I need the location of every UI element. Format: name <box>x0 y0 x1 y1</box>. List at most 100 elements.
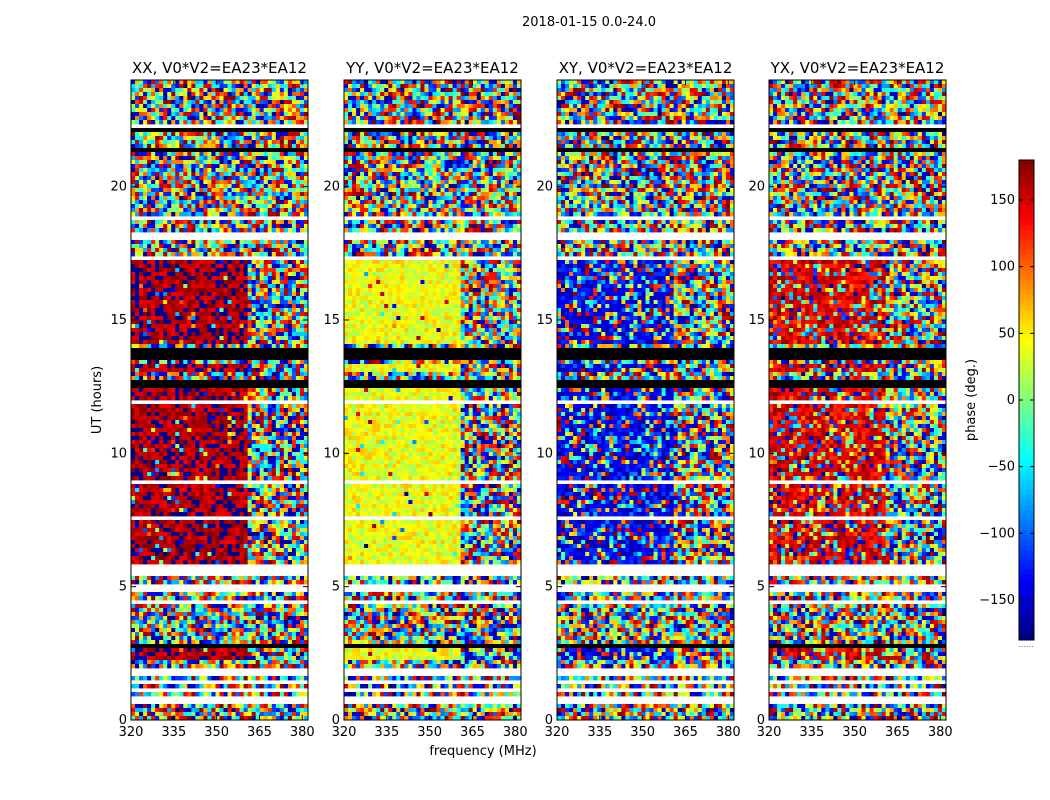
heatmap-cell <box>167 208 171 212</box>
heatmap-cell <box>240 176 244 180</box>
heatmap-cell <box>131 156 135 160</box>
heatmap-cell <box>135 160 139 164</box>
heatmap-cell <box>256 140 260 144</box>
heatmap-cell <box>191 92 195 96</box>
heatmap-cell <box>175 208 179 212</box>
heatmap-cell <box>139 252 143 256</box>
heatmap-cell <box>292 240 296 244</box>
heatmap-cell <box>175 92 179 96</box>
heatmap-cell <box>151 152 155 156</box>
heatmap-cell <box>183 116 187 120</box>
heatmap-cell <box>300 164 304 168</box>
heatmap-cell <box>224 252 228 256</box>
heatmap-cell <box>167 176 171 180</box>
heatmap-cell <box>300 156 304 160</box>
heatmap-cell <box>199 116 203 120</box>
heatmap-cell <box>211 252 215 256</box>
heatmap-cell <box>272 80 276 84</box>
heatmap-cell <box>167 172 171 176</box>
heatmap-cell <box>300 108 304 112</box>
heatmap-cell <box>256 204 260 208</box>
heatmap-cell <box>292 192 296 196</box>
heatmap-cell <box>224 200 228 204</box>
heatmap-cell <box>131 84 135 88</box>
heatmap-cell <box>135 172 139 176</box>
heatmap-cell <box>224 188 228 192</box>
heatmap-cell <box>159 252 163 256</box>
heatmap-cell <box>228 104 232 108</box>
flagged-row <box>131 128 308 132</box>
heatmap-cell <box>288 192 292 196</box>
heatmap-cell <box>244 240 248 244</box>
heatmap-cell <box>135 140 139 144</box>
heatmap-cell <box>268 188 272 192</box>
heatmap-cell <box>207 180 211 184</box>
panel-heatmap-cells <box>131 80 308 720</box>
heatmap-cell <box>248 84 252 88</box>
heatmap-cell <box>236 156 240 160</box>
heatmap-cell <box>167 168 171 172</box>
heatmap-cell <box>179 120 183 124</box>
heatmap-cell <box>211 112 215 116</box>
heatmap-cell <box>203 228 207 232</box>
heatmap-cell <box>252 160 256 164</box>
heatmap-cell <box>252 252 256 256</box>
heatmap-cell <box>199 188 203 192</box>
heatmap-cell <box>232 92 236 96</box>
heatmap-cell <box>288 80 292 84</box>
heatmap-cell <box>232 172 236 176</box>
heatmap-cell <box>215 140 219 144</box>
heatmap-cell <box>199 112 203 116</box>
heatmap-cell <box>300 188 304 192</box>
heatmap-cell <box>224 88 228 92</box>
heatmap-cell <box>207 120 211 124</box>
heatmap-cell <box>268 88 272 92</box>
heatmap-cell <box>272 100 276 104</box>
heatmap-cell <box>268 180 272 184</box>
heatmap-cell <box>195 96 199 100</box>
heatmap-cell <box>155 92 159 96</box>
heatmap-cell <box>292 144 296 148</box>
heatmap-cell <box>135 112 139 116</box>
heatmap-cell <box>220 104 224 108</box>
heatmap-cell <box>163 108 167 112</box>
heatmap-cell <box>236 168 240 172</box>
heatmap-cell <box>296 192 300 196</box>
heatmap-cell <box>191 244 195 248</box>
heatmap-cell <box>195 212 199 216</box>
heatmap-cell <box>139 176 143 180</box>
heatmap-cell <box>264 120 268 124</box>
heatmap-cell <box>179 168 183 172</box>
heatmap-cell <box>171 168 175 172</box>
heatmap-cell <box>236 152 240 156</box>
heatmap-cell <box>191 168 195 172</box>
heatmap-cell <box>135 104 139 108</box>
heatmap-cell <box>179 100 183 104</box>
heatmap-cell <box>195 140 199 144</box>
heatmap-cell <box>284 100 288 104</box>
heatmap-cell <box>228 168 232 172</box>
heatmap-cell <box>288 116 292 120</box>
heatmap-cell <box>260 104 264 108</box>
heatmap-cell <box>167 140 171 144</box>
heatmap-cell <box>159 160 163 164</box>
heatmap-cell <box>191 184 195 188</box>
heatmap-cell <box>264 200 268 204</box>
heatmap-cell <box>163 116 167 120</box>
heatmap-cell <box>292 180 296 184</box>
heatmap-cell <box>292 164 296 168</box>
heatmap-cell <box>203 224 207 228</box>
heatmap-cell <box>300 104 304 108</box>
heatmap-cell <box>220 172 224 176</box>
heatmap-cell <box>248 228 252 232</box>
heatmap-cell <box>147 140 151 144</box>
heatmap-cell <box>284 164 288 168</box>
heatmap-cell <box>224 80 228 84</box>
heatmap-cell <box>268 156 272 160</box>
heatmap-cell <box>167 120 171 124</box>
heatmap-cell <box>272 92 276 96</box>
heatmap-cell <box>260 100 264 104</box>
heatmap-cell <box>163 208 167 212</box>
heatmap-cell <box>276 220 280 224</box>
heatmap-cell <box>264 112 268 116</box>
